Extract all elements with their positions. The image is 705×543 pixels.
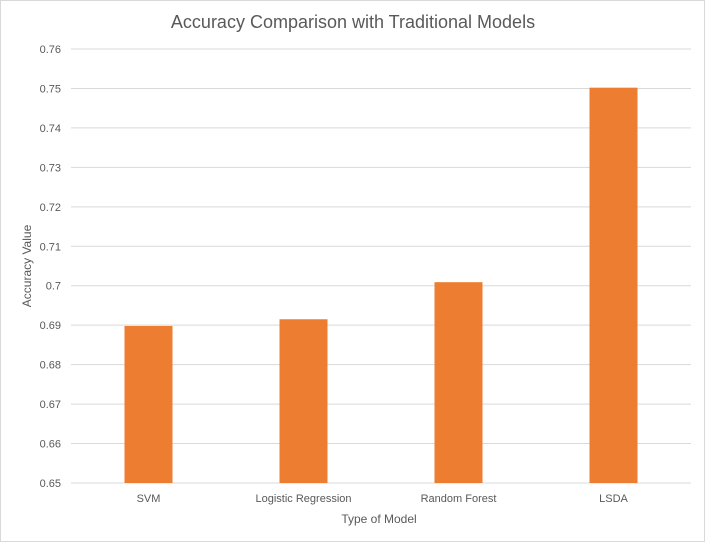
y-tick-label: 0.72 — [40, 202, 61, 214]
y-tick-label: 0.68 — [40, 360, 61, 372]
x-tick-labels: SVM Logistic Regression Random Forest LSDA — [137, 493, 629, 505]
y-tick-label: 0.66 — [40, 439, 61, 451]
y-tick-label: 0.67 — [40, 399, 61, 411]
bar-lsda — [589, 87, 638, 483]
x-tick-label: Logistic Regression — [256, 493, 352, 505]
bar-logistic-regression — [279, 319, 328, 483]
y-tick-labels: 0.65 0.66 0.67 0.68 0.69 0.7 0.71 0.72 0.73 0.74 0… — [40, 44, 61, 490]
y-tick-label: 0.73 — [40, 162, 61, 174]
y-tick-label: 0.71 — [40, 241, 61, 253]
y-tick-label: 0.69 — [40, 320, 61, 332]
x-tick-label: LSDA — [599, 493, 628, 505]
x-axis-label: Type of Model — [341, 512, 416, 526]
bars — [124, 87, 638, 483]
y-tick-label: 0.65 — [40, 478, 61, 490]
bar-svm — [124, 325, 173, 483]
y-tick-label: 0.7 — [46, 281, 61, 293]
x-tick-label: SVM — [137, 493, 161, 505]
x-tick-label: Random Forest — [421, 493, 497, 505]
y-tick-label: 0.76 — [40, 44, 61, 56]
gridlines — [71, 48, 691, 484]
y-axis-label: Accuracy Value — [20, 224, 34, 307]
chart-title: Accuracy Comparison with Traditional Mod… — [171, 12, 535, 32]
y-tick-label: 0.74 — [40, 123, 61, 135]
bar-random-forest — [434, 282, 483, 483]
y-tick-label: 0.75 — [40, 83, 61, 95]
